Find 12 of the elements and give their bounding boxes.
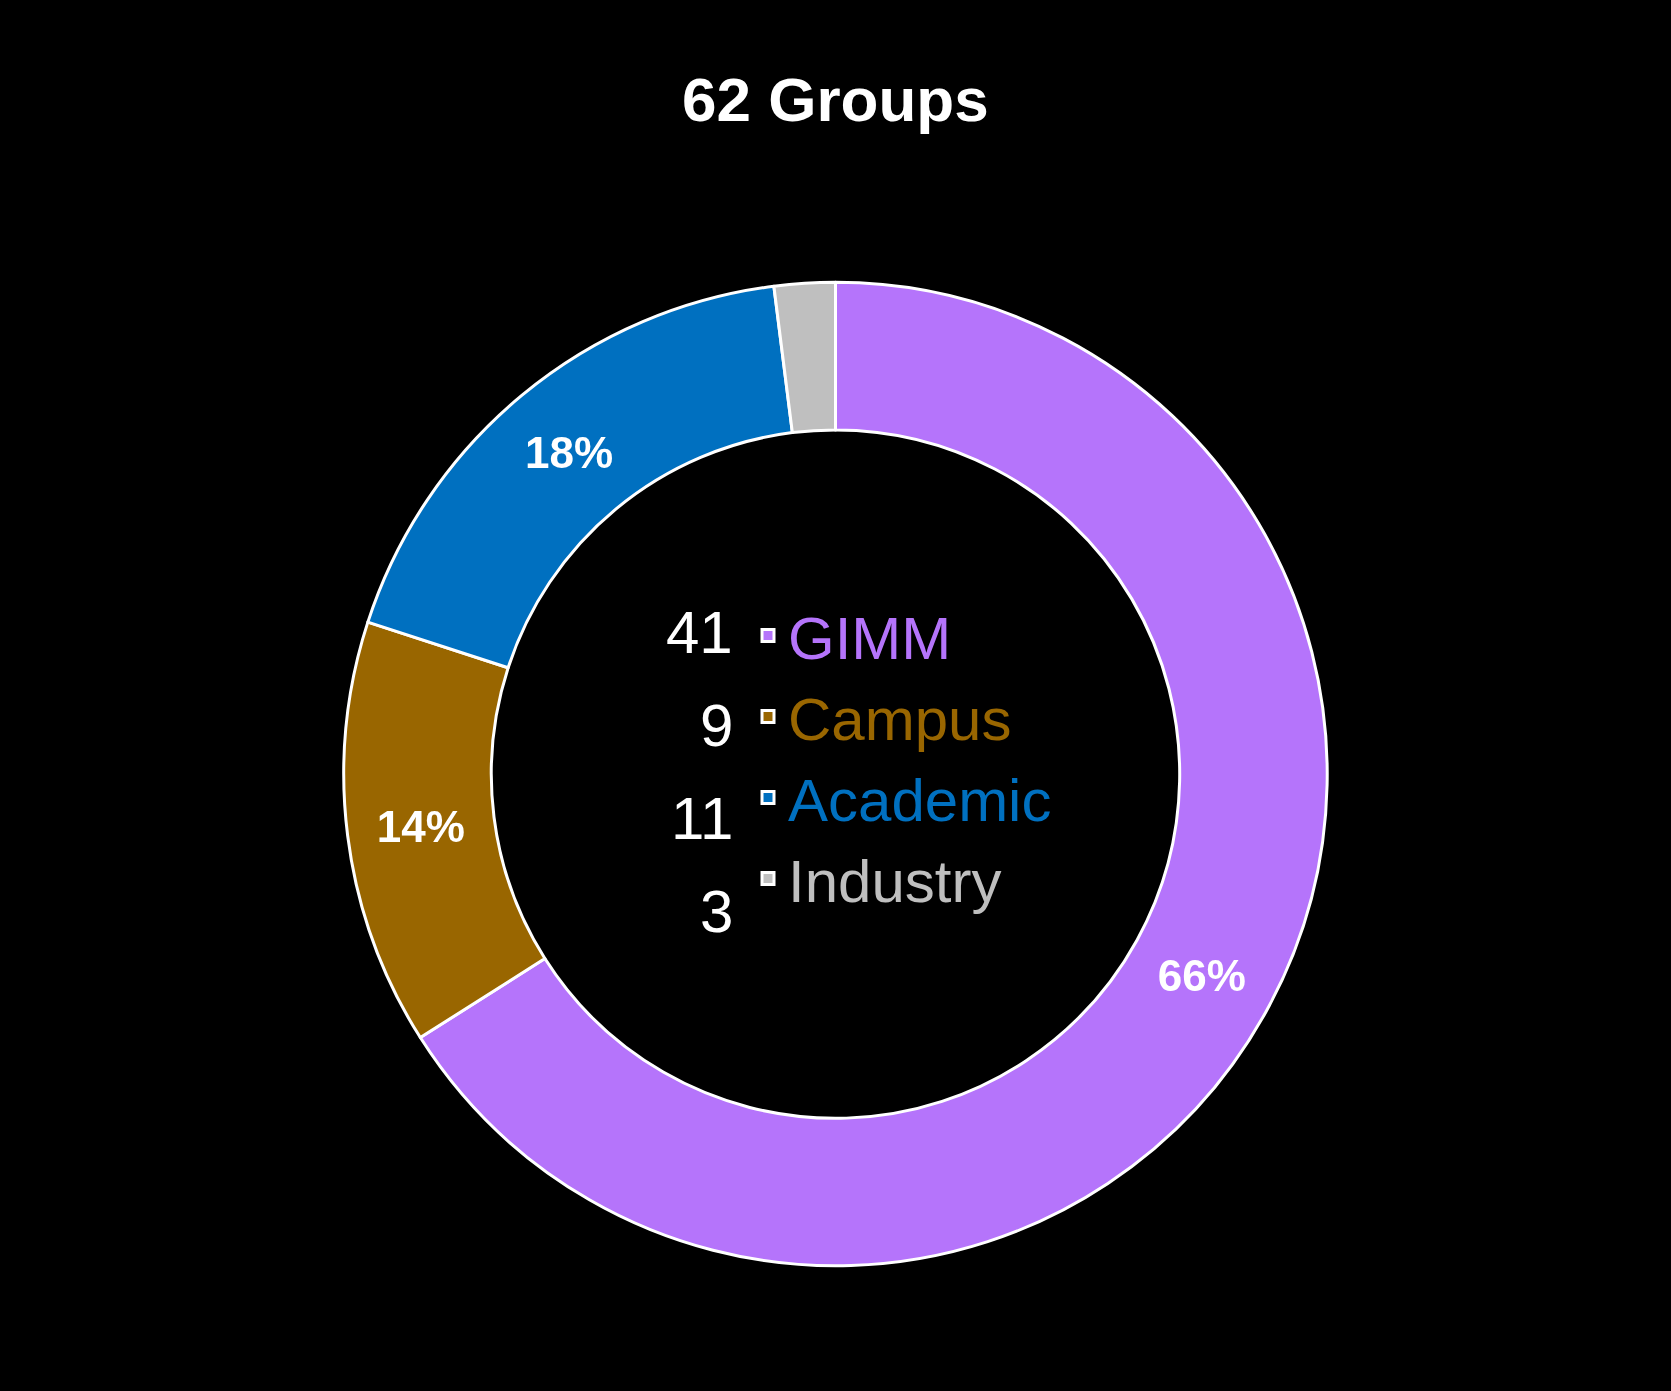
chart-title: 62 Groups — [682, 65, 989, 134]
text: 9 — [700, 692, 734, 759]
text: 11 — [671, 785, 734, 852]
data-label: 66% — [1157, 950, 1246, 1000]
data-label: 18% — [525, 427, 614, 477]
legend-label: Campus — [788, 685, 1012, 753]
legend-label: Academic — [788, 766, 1052, 834]
text: 3 — [700, 878, 734, 945]
text: 41 — [666, 599, 733, 666]
data-label: 14% — [376, 801, 465, 851]
legend-label: GIMM — [788, 604, 952, 672]
legend-label: Industry — [788, 847, 1002, 915]
